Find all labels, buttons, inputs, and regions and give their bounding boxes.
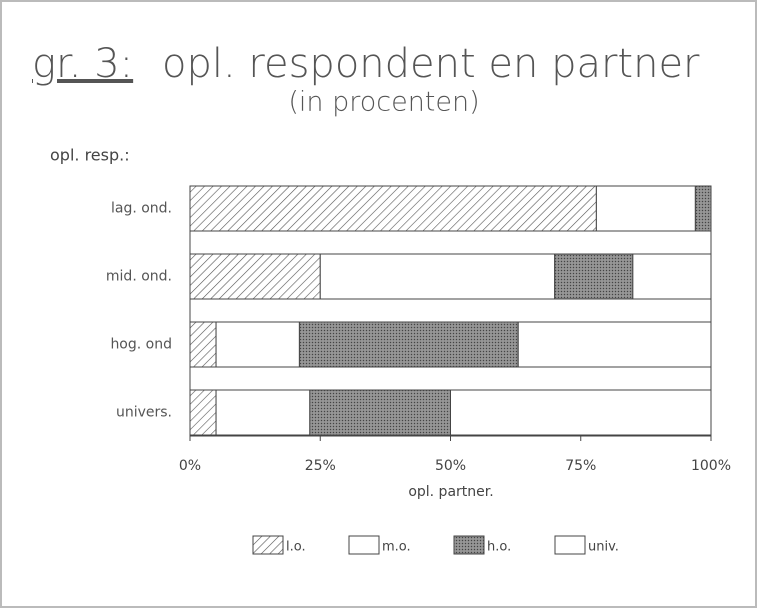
bar-segment [309, 389, 451, 436]
legend-label: l.o. [286, 540, 306, 555]
y-tick-label: lag. ond. [111, 201, 172, 217]
x-tick-label: 75% [565, 458, 596, 474]
chart-subtitle: (in procenten) [288, 87, 479, 118]
y-axis-label: opl. resp.: [50, 146, 130, 165]
bar-segment [319, 253, 556, 300]
bar-segment [595, 185, 696, 232]
x-tick-label: 0% [179, 458, 201, 474]
legend-swatch [554, 535, 586, 555]
legend-label: m.o. [382, 540, 411, 555]
legend-swatch [453, 535, 485, 555]
legend-label: h.o. [487, 540, 511, 555]
bar-segment [450, 389, 712, 436]
bar-segment [554, 253, 634, 300]
bar-segment [215, 389, 311, 436]
bar-segment [632, 253, 712, 300]
bar-segment [298, 321, 519, 368]
figure-label: gr. 3: [32, 41, 133, 87]
bar-segment [189, 253, 321, 300]
y-tick-label: mid. ond. [106, 269, 172, 285]
bar-segment [189, 389, 217, 436]
chart-title: opl. respondent en partner [162, 41, 700, 87]
bar-segment [189, 321, 217, 368]
legend-swatch [252, 535, 284, 555]
bar-segment [189, 185, 597, 232]
legend-label: univ. [588, 540, 619, 555]
y-tick-label: hog. ond [110, 337, 172, 353]
x-axis-label: opl. partner. [408, 484, 493, 500]
x-tick-label: 50% [435, 458, 466, 474]
y-tick-label: univers. [116, 405, 172, 421]
legend-swatch [348, 535, 380, 555]
x-tick-label: 100% [691, 458, 731, 474]
bar-segment [517, 321, 712, 368]
x-tick-label: 25% [305, 458, 336, 474]
bar-segment [215, 321, 300, 368]
bar-segment [694, 185, 712, 232]
